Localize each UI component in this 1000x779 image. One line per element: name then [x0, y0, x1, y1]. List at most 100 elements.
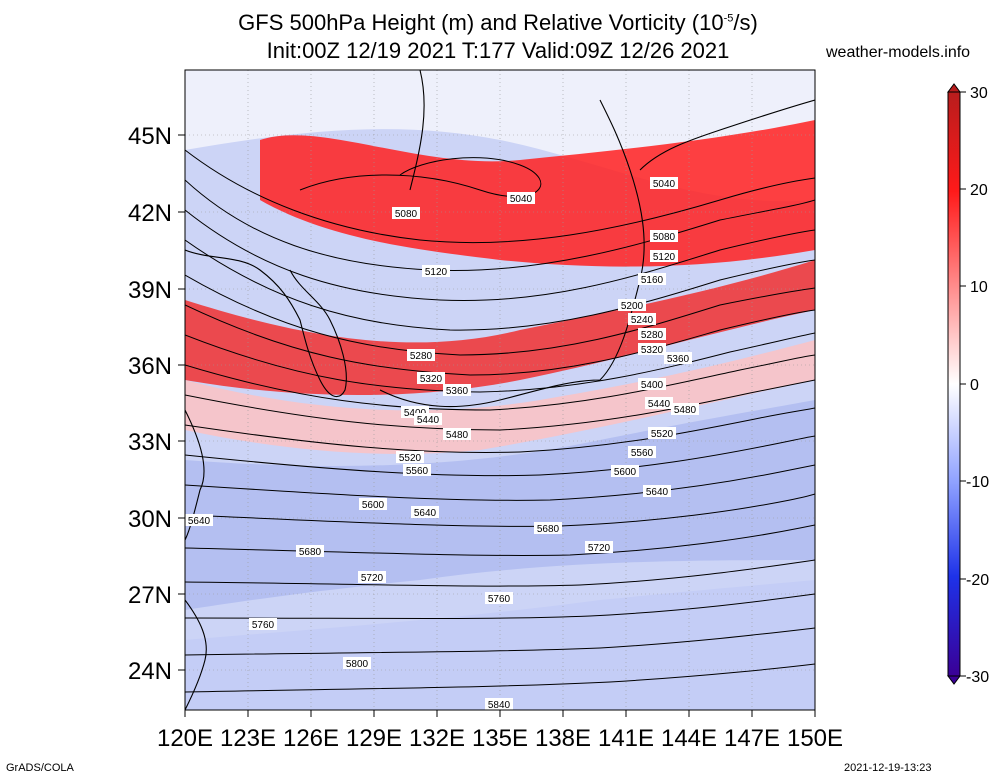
lat-label: 45N [128, 123, 172, 150]
contour-label: 5080 [650, 230, 678, 243]
contour-label: 5280 [407, 349, 435, 362]
contour-label: 5320 [638, 343, 666, 356]
svg-text:5320: 5320 [641, 345, 664, 356]
contour-label: 5760 [485, 592, 513, 605]
colorbar-label: -30 [966, 669, 989, 686]
axis-ticks [178, 134, 816, 717]
lon-label: 129E [346, 725, 402, 752]
japan-coast [379, 99, 645, 408]
svg-text:5760: 5760 [252, 620, 275, 631]
middle-red-band [185, 260, 815, 395]
lat-label: 42N [128, 200, 172, 227]
lon-label: 147E [724, 725, 780, 752]
contour-label: 5600 [611, 465, 639, 478]
svg-text:5360: 5360 [446, 386, 469, 397]
south-blue-band [185, 400, 815, 610]
contour-label: 5720 [585, 541, 613, 554]
contour-label: 5080 [392, 207, 420, 220]
contour-label: 5160 [638, 273, 666, 286]
lon-label: 144E [661, 725, 717, 752]
colorbar-min-arrow [947, 675, 961, 685]
contour-label: 5440 [414, 413, 442, 426]
svg-text:5200: 5200 [621, 301, 644, 312]
contour-label: 5560 [403, 464, 431, 477]
footer-right: 2021-12-19-13:23 [844, 762, 932, 774]
contour-label: 5320 [417, 372, 445, 385]
svg-text:5160: 5160 [641, 275, 664, 286]
svg-text:5480: 5480 [674, 405, 697, 416]
svg-text:5600: 5600 [362, 500, 385, 511]
contour-label: 5760 [249, 618, 277, 631]
lat-label: 39N [128, 277, 172, 304]
chart-title-line2: Init:00Z 12/19 2021 T:177 Valid:09Z 12/2… [266, 38, 730, 63]
contour-label: 5360 [664, 352, 692, 365]
svg-text:5440: 5440 [648, 399, 671, 410]
svg-text:5120: 5120 [653, 252, 676, 263]
contour-label: 5520 [396, 451, 424, 464]
colorbar-label: -10 [966, 474, 989, 491]
svg-text:5640: 5640 [414, 508, 437, 519]
contour-labels: 5040 5040 5080 5080 5120 5120 5160 5200 … [185, 177, 699, 711]
contour-label: 5040 [507, 192, 535, 205]
contour-label: 5680 [534, 522, 562, 535]
colorbar-max-arrow [947, 83, 961, 93]
svg-text:5360: 5360 [667, 354, 690, 365]
svg-text:5080: 5080 [395, 209, 418, 220]
lat-label: 27N [128, 582, 172, 609]
svg-text:5720: 5720 [588, 543, 611, 554]
lon-label: 138E [535, 725, 591, 752]
coastlines [185, 70, 815, 710]
svg-text:5680: 5680 [537, 524, 560, 535]
contour-label: 5480 [443, 428, 471, 441]
north-red-band [260, 120, 815, 267]
colorbar-label: -20 [966, 572, 989, 589]
svg-text:5640: 5640 [646, 487, 669, 498]
contour-label: 5720 [358, 571, 386, 584]
svg-text:5480: 5480 [446, 430, 469, 441]
svg-text:5640: 5640 [188, 516, 211, 527]
lat-label: 33N [128, 429, 172, 456]
colorbar: 30 20 10 0 -10 -20 -30 [947, 83, 989, 686]
contour-label: 5240 [628, 313, 656, 326]
footer-left: GrADS/COLA [6, 762, 74, 774]
svg-text:5760: 5760 [488, 594, 511, 605]
svg-text:5720: 5720 [361, 573, 384, 584]
contour-label: 5120 [422, 265, 450, 278]
svg-text:5520: 5520 [651, 429, 674, 440]
svg-text:5280: 5280 [410, 351, 433, 362]
lon-label: 141E [598, 725, 654, 752]
title-prefix: GFS 500hPa Height (m) and Relative Vorti… [238, 10, 724, 35]
colorbar-label: 30 [970, 85, 988, 102]
svg-text:5520: 5520 [399, 453, 422, 464]
far-south-band [185, 580, 815, 710]
contour-label: 5120 [650, 250, 678, 263]
lon-label: 135E [472, 725, 528, 752]
contour-label: 5640 [411, 506, 439, 519]
contour-label: 5800 [343, 657, 371, 670]
colorbar-label: 0 [970, 377, 979, 394]
lon-label: 150E [787, 725, 843, 752]
contour-label: 5200 [618, 299, 646, 312]
contour-label: 5360 [443, 384, 471, 397]
svg-text:5040: 5040 [653, 179, 676, 190]
svg-text:5400: 5400 [641, 380, 664, 391]
svg-text:5080: 5080 [653, 232, 676, 243]
contour-label: 5680 [296, 545, 324, 558]
contour-label: 5600 [359, 498, 387, 511]
svg-text:5440: 5440 [417, 415, 440, 426]
svg-text:5560: 5560 [631, 448, 654, 459]
contour-label: 5640 [185, 514, 213, 527]
colorbar-scale [947, 91, 961, 677]
lat-label: 30N [128, 506, 172, 533]
svg-text:5600: 5600 [614, 467, 637, 478]
pink-transition-band [185, 340, 815, 454]
contour-label: 5040 [650, 177, 678, 190]
hokkaido-kuril-coast [639, 99, 815, 171]
contour-label: 5440 [645, 397, 673, 410]
china-coast [185, 409, 205, 541]
contour-label: 5400 [638, 378, 666, 391]
svg-text:5280: 5280 [641, 330, 664, 341]
svg-text:5040: 5040 [510, 194, 533, 205]
taiwan-coast [185, 599, 207, 710]
